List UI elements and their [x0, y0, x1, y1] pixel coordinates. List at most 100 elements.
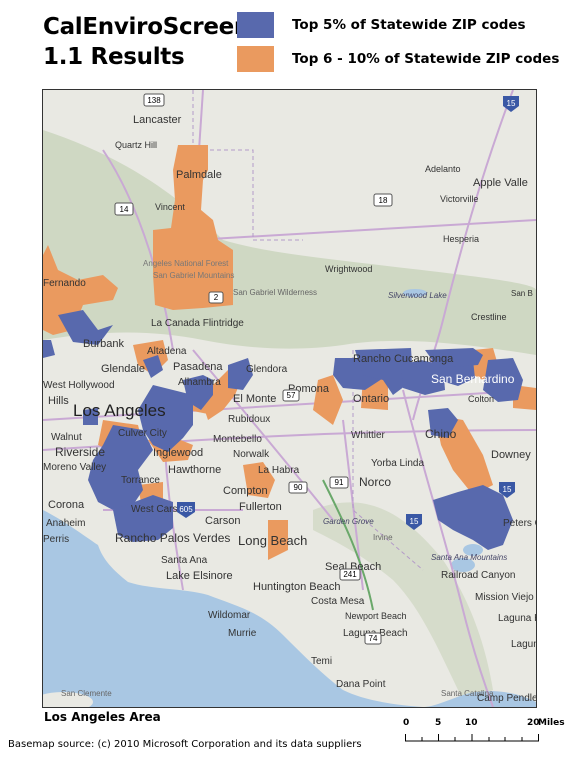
place-label: Wildomar [208, 610, 251, 621]
place-label: Santa Catalina [441, 689, 494, 698]
highway-shield [177, 502, 195, 518]
highway-shield-label: 90 [294, 483, 303, 492]
place-label: Dana Point [336, 679, 386, 690]
ocean [43, 510, 423, 707]
place-label: Long Beach [238, 533, 307, 548]
place-label: El Monte [233, 393, 276, 405]
highway-shield [329, 476, 349, 489]
place-label: Quartz Hill [115, 140, 157, 150]
place-label: San Gabriel Wilderness [233, 288, 317, 297]
highway-shield [499, 482, 515, 498]
place-label: Colton [468, 394, 494, 404]
place-label: Whittier [351, 430, 386, 441]
basemap-source: Basemap source: (c) 2010 Microsoft Corpo… [8, 739, 362, 750]
map-frame[interactable]: Lancaster Quartz Hill Palmdale Vincent A… [42, 89, 537, 708]
highway-shield-label: 605 [179, 505, 193, 514]
place-label: Culver City [118, 428, 167, 439]
place-label: Fullerton [239, 501, 282, 513]
highway-shields: 138 14 18 15 2 57 90 91 605 241 15 74 15 [114, 93, 519, 645]
place-label: San Clemente [61, 689, 112, 698]
place-label: Vincent [155, 202, 185, 212]
place-label: Temi [311, 656, 332, 667]
santa-catalina-island [43, 692, 93, 707]
ocean-south [43, 690, 536, 707]
highway-shield [282, 389, 300, 402]
place-label: Costa Mesa [311, 596, 365, 607]
highway-shield [406, 514, 422, 530]
place-label: Rubidoux [228, 414, 270, 425]
place-label: Yorba Linda [371, 458, 424, 469]
place-label: Lancaster [133, 114, 182, 126]
highway-shield [339, 568, 361, 581]
toll-road [322, 479, 374, 611]
scale-tick-label: 10 [465, 718, 478, 728]
place-label: Glendora [246, 364, 288, 375]
place-label: La Habra [258, 465, 300, 476]
place-label: Adelanto [425, 164, 461, 174]
place-label: Railroad Canyon [441, 570, 516, 581]
place-label: Torrance [121, 475, 160, 486]
scale-tick-label: 0 [403, 718, 410, 728]
highway-shield [373, 193, 393, 207]
place-label: Angeles National Forest [143, 259, 229, 268]
place-label: Laguna Hills [498, 613, 536, 624]
map-title-line-1: CalEnviroScreen [43, 14, 251, 40]
highway-shield [143, 93, 165, 107]
place-label: Rancho Palos Verdes [115, 531, 230, 545]
place-label: Murrie [228, 628, 257, 639]
legend-label-top5: Top 5% of Statewide ZIP codes [292, 17, 526, 33]
highway-shield-label: 2 [214, 293, 219, 302]
lake-perris [463, 544, 483, 556]
place-label: Chino [425, 427, 457, 441]
highway-shield-label: 15 [507, 99, 516, 108]
place-label: Wrightwood [325, 264, 372, 274]
place-label: Ontario [353, 393, 389, 405]
highway-shield-label: 138 [147, 96, 161, 105]
place-label: Carson [205, 515, 240, 527]
place-label: San Gabriel Mountains [153, 271, 234, 280]
place-label: Montebello [213, 434, 262, 445]
place-label: Altadena [147, 346, 187, 357]
highway-shield [503, 96, 519, 112]
legend-swatch-top6-10 [237, 46, 274, 72]
scale-tick-label: 5 [435, 718, 442, 728]
place-label: Perris [43, 534, 69, 545]
scale-tick-label: 20 [527, 718, 540, 728]
place-label: Santa Ana [161, 555, 208, 566]
place-labels: Lancaster Quartz Hill Palmdale Vincent A… [43, 114, 536, 704]
place-label: Garden Grove [323, 517, 374, 526]
legend-label-top6-10: Top 6 - 10% of Statewide ZIP codes [292, 51, 560, 67]
place-label: San Bernardino [431, 372, 515, 386]
place-label: Downey [491, 449, 531, 461]
place-label: Los Angeles [73, 401, 166, 420]
place-label: Seal Beach [325, 561, 381, 573]
place-label: San B [511, 289, 533, 298]
place-label: Riverside [55, 445, 105, 459]
place-label: Camp Pendleton [477, 693, 536, 704]
zip-top5-regions [43, 310, 523, 550]
place-label: Pasadena [173, 361, 223, 373]
highway-shield-label: 18 [379, 196, 388, 205]
map-area-label: Los Angeles Area [44, 710, 161, 724]
place-label: Inglewood [153, 447, 203, 459]
highway-shield [114, 202, 134, 216]
silverwood-lake [403, 289, 427, 297]
place-label: Apple Valle [473, 177, 528, 189]
place-label: Newport Beach [345, 611, 407, 621]
place-label: Peters Canyon Reservoir [503, 518, 536, 529]
place-label: Moreno Valley [43, 462, 106, 473]
place-label: Silverwood Lake [388, 291, 447, 300]
place-label: Santa Ana Mountains [431, 553, 507, 562]
place-label: Alhambra [178, 377, 221, 388]
place-label: Burbank [83, 338, 124, 350]
place-label: West Hollywood [43, 380, 115, 391]
place-label: Lake Elsinore [166, 570, 233, 582]
highway-shield-label: 74 [369, 634, 378, 643]
highway-shield-label: 241 [343, 570, 357, 579]
place-label: Irvine [373, 533, 393, 542]
place-label: Anaheim [46, 518, 85, 529]
highway-shield [364, 632, 382, 645]
place-label: Norwalk [233, 449, 270, 460]
place-label: Crestline [471, 312, 507, 322]
scale-unit: Miles [538, 718, 565, 728]
